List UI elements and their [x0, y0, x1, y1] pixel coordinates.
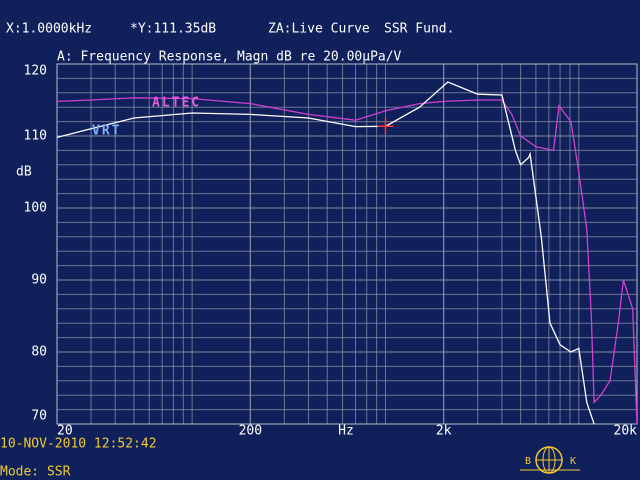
- series-line: [57, 97, 637, 424]
- logo-letter: B: [525, 456, 531, 467]
- y-tick-label: 110: [24, 129, 47, 144]
- x-tick-label: 20k: [614, 424, 638, 439]
- labels: 70 80 90 100 110 120 20 200 2k 20k ALTEC VRT: [24, 64, 638, 439]
- curve-mode: ZA:Live Curve: [268, 22, 370, 37]
- cursor: [377, 118, 394, 135]
- logo: B K: [520, 446, 580, 474]
- y-readout: *Y:111.35dB: [130, 22, 216, 37]
- series-label: ALTEC: [152, 96, 201, 111]
- plot-area: [57, 81, 637, 424]
- y-axis-label: dB: [16, 165, 32, 180]
- plot-frame: [56, 63, 638, 425]
- x-axis-label: Hz: [338, 424, 354, 439]
- y-tick-label: 120: [24, 64, 47, 79]
- x-tick-label: 20: [57, 424, 73, 439]
- chart-title: A: Frequency Response, Magn dB re 20.00µ…: [57, 50, 402, 65]
- y-tick-label: 70: [31, 409, 47, 424]
- y-tick-label: 90: [31, 273, 47, 288]
- grid: [56, 63, 638, 425]
- logo-meridian: [542, 446, 556, 474]
- mode: Mode: SSR: [0, 465, 71, 480]
- x-tick-label: 200: [239, 424, 262, 439]
- series-line: [57, 81, 595, 424]
- analysis-mode: SSR Fund.: [384, 22, 454, 37]
- y-tick-label: 100: [24, 201, 47, 216]
- y-tick-label: 80: [31, 345, 47, 360]
- series-label: VRT: [92, 124, 121, 139]
- x-tick-label: 2k: [436, 424, 452, 439]
- x-readout: X:1.0000kHz: [6, 22, 92, 37]
- logo-letter: K: [570, 456, 576, 467]
- timestamp: 10-NOV-2010 12:52:42: [0, 437, 157, 452]
